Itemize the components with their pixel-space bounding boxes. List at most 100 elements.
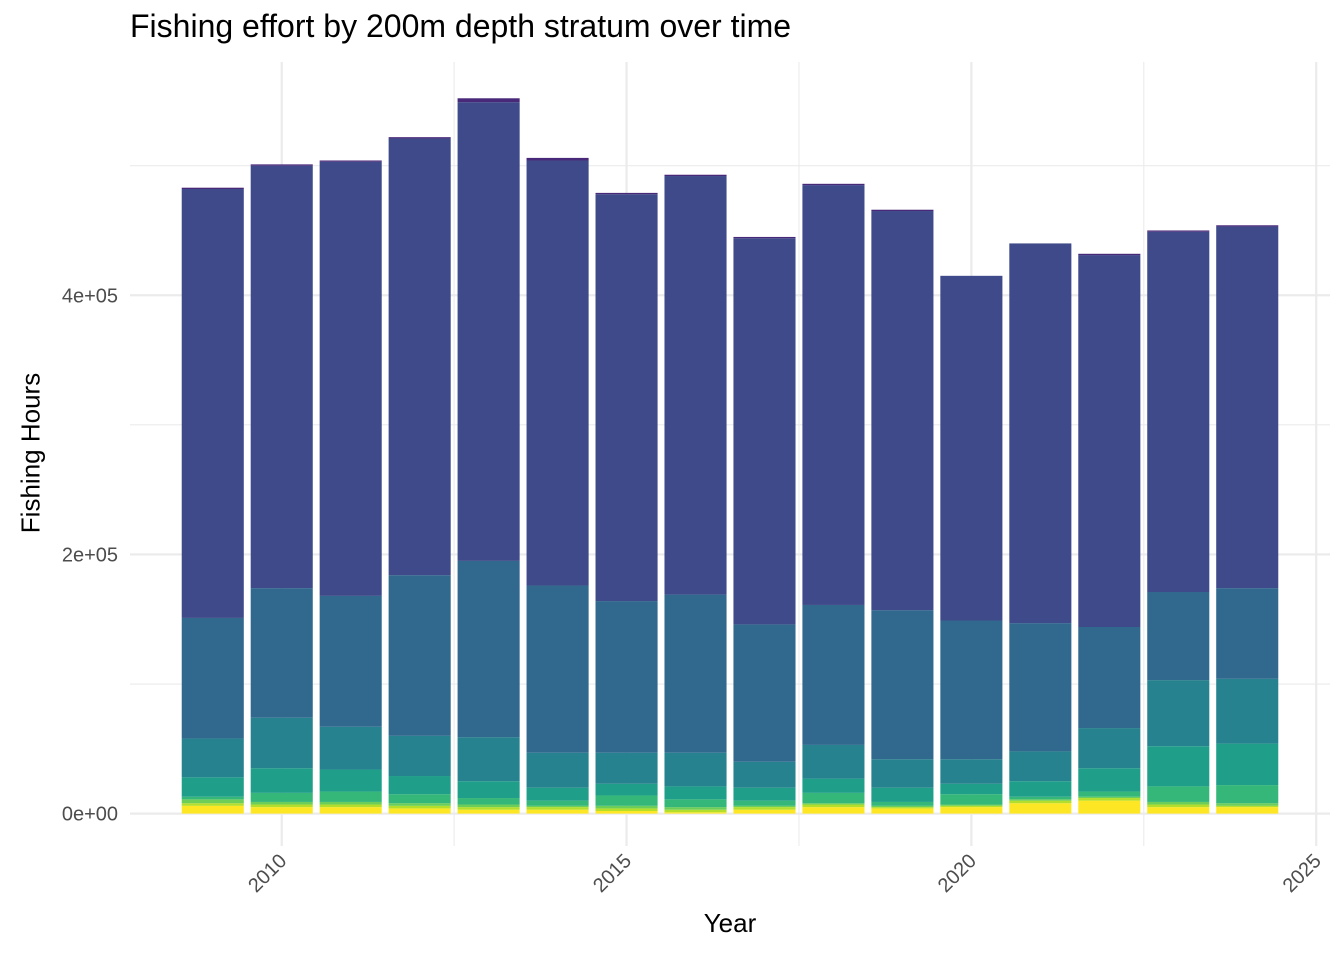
y-tick-label: 4e+05 [62,285,118,307]
bar-segment [595,194,658,602]
bar-segment [1216,807,1279,814]
bar-segment [595,783,658,796]
bar-segment [250,165,313,589]
bar-segment [802,778,865,793]
bar-segment [1009,796,1072,800]
bar-stack-2018 [802,183,865,814]
bar-segment [940,759,1003,784]
bar-segment [319,791,382,802]
bar-segment [940,807,1003,814]
bar-segment [871,209,934,212]
x-tick-label: 2010 [244,850,291,897]
bar-segment [319,726,382,770]
bar-segment [319,807,382,814]
bar-segment [802,792,865,804]
bar-stack-2012 [388,137,451,814]
bar-segment [1216,588,1279,679]
bar-segment [733,761,796,788]
bar-segment [1147,807,1210,814]
bar-segment [595,805,658,809]
bar-segment [388,776,451,795]
bar-segment [1078,768,1141,792]
bar-segment [250,717,313,769]
bar-segment [664,174,727,177]
bar-segment [457,798,520,805]
bar-segment [1009,799,1072,801]
bar-stack-2021 [1009,243,1072,814]
bar-segment [457,781,520,799]
bar-segment [319,769,382,792]
bar-segment [1216,225,1279,227]
bar-segment [1216,785,1279,804]
bar-segment [388,137,451,139]
bar-segment [250,801,313,805]
bar-segment [319,160,382,162]
bar-segment [1009,623,1072,752]
bar-segment [388,138,451,576]
bar-segment [1009,803,1072,814]
bar-segment [457,737,520,782]
bar-segment [802,803,865,805]
bar-segment [940,620,1003,760]
bar-segment [250,792,313,802]
bar-segment [526,157,589,161]
bar-segment [871,807,934,809]
bar-segment [802,804,865,808]
bar-segment [319,804,382,808]
bar-segment [181,777,244,797]
bar-segment [664,176,727,595]
bar-segment [595,601,658,753]
bar-segment [1078,255,1141,627]
bar-stack-2011 [319,160,382,814]
bar-segment [871,759,934,788]
bar-segment [1009,751,1072,782]
bar-segment [664,752,727,787]
bar-segment [457,560,520,738]
bar-segment [802,807,865,814]
bar-segment [526,752,589,788]
bar-stack-2017 [733,236,796,814]
bar-stack-2009 [181,187,244,814]
bar-segment [664,786,727,800]
y-tick-label: 2e+05 [62,544,118,566]
bar-segment [595,752,658,784]
bar-segment [802,744,865,779]
bar-segment [802,185,865,605]
bar-segment [1078,798,1141,801]
bar-segment [388,805,451,809]
bar-segment [940,805,1003,808]
bar-segment [388,794,451,804]
bar-segment [871,211,934,611]
bar-segment [940,804,1003,806]
bar-segment [1147,592,1210,681]
bar-segment [1009,781,1072,797]
bar-segment [181,617,244,739]
bar-segment [1147,786,1210,802]
bar-segment [1009,800,1072,804]
bar-segment [526,787,589,801]
bar-segment [1078,796,1141,799]
bar-segment [457,807,520,810]
bar-segment [250,804,313,808]
bar-segment [733,809,796,814]
bar-segment [733,624,796,762]
bar-segment [457,102,520,561]
bar-segment [181,796,244,800]
bar-segment [319,161,382,596]
bar-stack-2010 [250,164,313,814]
bar-segment [1147,231,1210,593]
bar-segment [802,604,865,745]
bar-segment [595,811,658,814]
bar-segment [1147,801,1210,805]
bar-segment [871,610,934,760]
bar-segment [664,799,727,808]
bar-segment [871,805,934,808]
bar-segment [1078,253,1141,256]
bar-stack-2014 [526,157,589,814]
bar-segment [388,808,451,814]
bar-segment [457,98,520,103]
bar-segment [1078,791,1141,797]
bar-segment [526,800,589,806]
bar-stack-2022 [1078,253,1141,814]
bar-segment [181,738,244,778]
